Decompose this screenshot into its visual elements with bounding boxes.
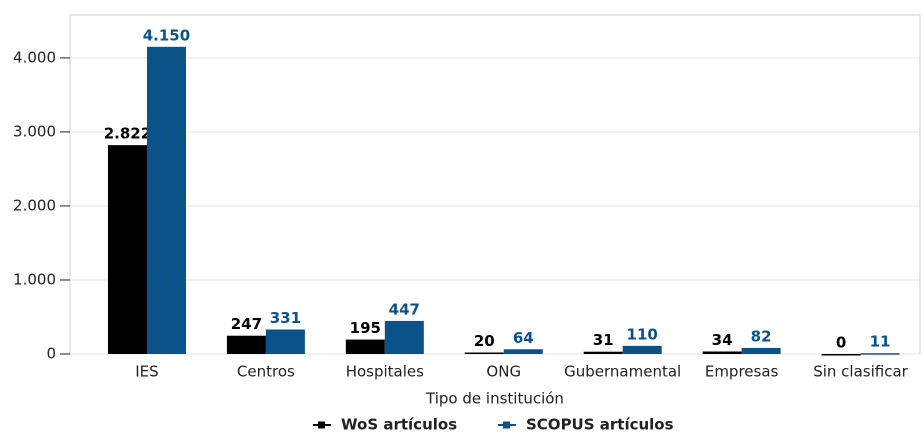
x-tick-label: Gubernamental [564, 363, 681, 381]
value-label: 331 [270, 309, 301, 327]
value-label: 4.150 [143, 26, 190, 44]
bar [384, 320, 424, 354]
value-label: 247 [231, 315, 262, 333]
bar [503, 349, 543, 354]
legend-label: SCOPUS artículos [526, 416, 674, 434]
legend-marker [503, 421, 510, 429]
y-tick-label: 0 [46, 345, 56, 363]
y-tick-label: 4.000 [13, 48, 56, 66]
legend-marker [318, 421, 325, 429]
value-label: 31 [593, 331, 614, 349]
value-label: 34 [712, 331, 733, 349]
bar [583, 351, 623, 354]
x-tick-label: Hospitales [346, 363, 424, 381]
value-label: 64 [513, 329, 534, 347]
bar [107, 145, 147, 354]
y-tick-label: 3.000 [13, 122, 56, 140]
bar [345, 339, 385, 354]
bar [741, 347, 781, 354]
x-tick-label: IES [135, 363, 158, 381]
bar [860, 353, 900, 355]
y-tick-label: 1.000 [13, 270, 56, 288]
bar [226, 335, 266, 354]
bar [702, 351, 742, 354]
x-tick-label: Empresas [705, 363, 779, 381]
value-label: 447 [389, 300, 420, 318]
value-label: 195 [350, 319, 381, 337]
x-tick-label: Centros [237, 363, 295, 381]
value-label: 110 [627, 325, 658, 343]
plot-frame [69, 14, 921, 355]
x-tick-label: Sin clasificar [813, 363, 908, 381]
value-label: 20 [474, 332, 495, 350]
legend-label: WoS artículos [341, 416, 457, 434]
value-label: 82 [751, 327, 772, 345]
bar [464, 352, 504, 355]
y-tick-label: 2.000 [13, 196, 56, 214]
value-label: 0 [836, 334, 846, 352]
bar [146, 46, 186, 354]
x-axis-title: Tipo de institución [425, 390, 564, 408]
bar [265, 329, 305, 354]
value-label: 2.822 [104, 125, 151, 143]
x-tick-label: ONG [486, 363, 521, 381]
value-label: 11 [870, 333, 891, 351]
bar [821, 354, 861, 356]
bar [622, 345, 662, 354]
